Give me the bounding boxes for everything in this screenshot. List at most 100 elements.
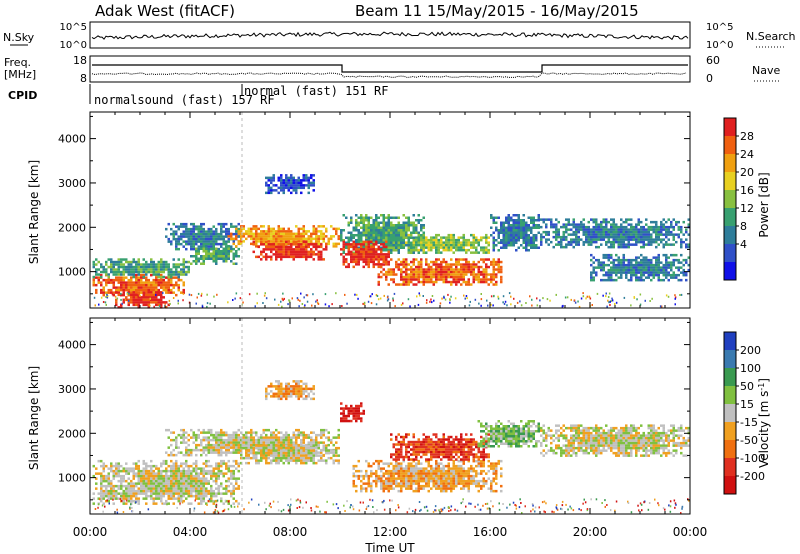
velocity-ytick-label-1: 2000 bbox=[58, 427, 86, 440]
beam-date-title: Beam 11 15/May/2015 - 16/May/2015 bbox=[355, 2, 639, 20]
power-band-11 bbox=[377, 258, 503, 286]
nave-trace bbox=[91, 72, 687, 78]
time-xtick-label-6: 00:00 bbox=[673, 525, 708, 539]
velocity-colorbar-swatch-2 bbox=[724, 368, 736, 387]
velocity-colorbar-swatch-0 bbox=[724, 332, 736, 351]
nsky-tick-top: 10^5 bbox=[60, 22, 87, 33]
power-band-6 bbox=[252, 240, 328, 261]
power-ytick-label-1: 2000 bbox=[58, 221, 86, 234]
velocity-panel: 1000 2000 3000 4000 00:00 04:00 08:00 12:00 16:… bbox=[27, 317, 772, 554]
velocity-colorbar-swatch-8 bbox=[724, 476, 736, 495]
nsearch-tick-bottom: 10^0 bbox=[706, 40, 733, 51]
velocity-ytick-label-0: 1000 bbox=[58, 472, 86, 485]
power-colorbar: 28 24 20 16 12 8 4 bbox=[723, 117, 754, 281]
velocity-colorbar-tick-6: -100 bbox=[740, 452, 765, 465]
power-colorbar-swatch-6 bbox=[724, 226, 736, 245]
power-ytick-label-0: 1000 bbox=[58, 266, 86, 279]
power-heatmap bbox=[92, 174, 690, 309]
velocity-colorbar-label: Velocity [m s-1] bbox=[757, 378, 772, 468]
power-panel: 1000 2000 3000 4000 Slant Range [km] 28 24 20… bbox=[27, 111, 771, 309]
velocity-band-7 bbox=[477, 420, 540, 448]
freq-tick-bottom: 8 bbox=[80, 72, 87, 85]
power-colorbar-tick-6: 4 bbox=[740, 238, 747, 251]
nsky-label: N.Sky bbox=[3, 31, 35, 44]
nsearch-label: N.Search bbox=[746, 30, 796, 43]
cpid-label: CPID bbox=[8, 89, 37, 102]
power-band-2 bbox=[115, 291, 170, 309]
power-colorbar-swatch-5 bbox=[724, 208, 736, 227]
time-xlabel: Time UT bbox=[364, 541, 415, 554]
freq-panel: Freq. [MHz] 18 8 60 0 Nave bbox=[4, 54, 780, 85]
velocity-band-5 bbox=[352, 459, 503, 493]
power-ylabel: Slant Range [km] bbox=[27, 160, 41, 264]
power-colorbar-swatch-2 bbox=[724, 154, 736, 173]
nave-label: Nave bbox=[752, 64, 780, 77]
freq-label-line1: Freq. bbox=[4, 56, 31, 69]
velocity-y-axis: 1000 2000 3000 4000 bbox=[58, 318, 691, 514]
nave-tick-top: 60 bbox=[706, 54, 720, 67]
cpid-mode-2: normal (fast) 151 RF bbox=[244, 84, 389, 98]
power-colorbar-swatch-1 bbox=[724, 136, 736, 155]
nsearch-tick-top: 10^5 bbox=[706, 22, 733, 33]
power-band-13 bbox=[540, 218, 690, 249]
time-xtick-label-1: 04:00 bbox=[173, 525, 208, 539]
power-colorbar-label: Power [dB] bbox=[757, 172, 771, 237]
velocity-colorbar-swatch-4 bbox=[724, 404, 736, 423]
velocity-colorbar-tick-0: 200 bbox=[740, 344, 761, 357]
velocity-band-6 bbox=[390, 433, 490, 461]
velocity-ytick-label-3: 4000 bbox=[58, 339, 86, 352]
velocity-band-2 bbox=[240, 444, 340, 465]
station-title: Adak West (fitACF) bbox=[95, 2, 235, 20]
velocity-ground-noise bbox=[94, 498, 690, 514]
velocity-colorbar-tick-3: 15 bbox=[740, 398, 754, 411]
power-colorbar-swatch-4 bbox=[724, 190, 736, 209]
nsky-tick-bottom: 10^0 bbox=[60, 40, 87, 51]
time-xtick-label-3: 12:00 bbox=[373, 525, 408, 539]
power-y-axis: 1000 2000 3000 4000 bbox=[58, 112, 691, 308]
time-xtick-label-0: 00:00 bbox=[73, 525, 108, 539]
velocity-colorbar-tick-4: -15 bbox=[740, 416, 758, 429]
freq-tick-top: 18 bbox=[73, 54, 87, 67]
velocity-band-0 bbox=[92, 459, 240, 505]
velocity-colorbar-swatch-5 bbox=[724, 422, 736, 441]
power-band-10 bbox=[402, 233, 490, 254]
freq-label-line2: [MHz] bbox=[4, 68, 36, 81]
time-xtick-label-2: 08:00 bbox=[273, 525, 308, 539]
power-ytick-label-3: 4000 bbox=[58, 133, 86, 146]
nave-tick-bottom: 0 bbox=[706, 72, 713, 85]
velocity-colorbar-tick-7: -200 bbox=[740, 470, 765, 483]
power-colorbar-tick-5: 8 bbox=[740, 220, 747, 233]
time-xtick-label-4: 16:00 bbox=[473, 525, 508, 539]
velocity-colorbar-tick-5: -50 bbox=[740, 434, 758, 447]
power-colorbar-tick-3: 16 bbox=[740, 184, 754, 197]
power-colorbar-swatch-3 bbox=[724, 172, 736, 191]
velocity-band-3 bbox=[265, 380, 315, 401]
power-ytick-label-2: 3000 bbox=[58, 177, 86, 190]
power-band-9 bbox=[340, 240, 390, 269]
velocity-ytick-label-2: 3000 bbox=[58, 383, 86, 396]
velocity-colorbar-swatch-3 bbox=[724, 386, 736, 405]
velocity-colorbar-swatch-6 bbox=[724, 440, 736, 459]
power-band-7 bbox=[265, 174, 315, 195]
power-colorbar-swatch-8 bbox=[724, 262, 736, 281]
power-band-12 bbox=[490, 214, 540, 252]
velocity-colorbar-tick-1: 100 bbox=[740, 362, 761, 375]
time-xtick-label-5: 20:00 bbox=[573, 525, 608, 539]
time-x-axis: 00:00 04:00 08:00 12:00 16:00 20:00 00:00 bbox=[73, 525, 708, 539]
nsky-trace bbox=[91, 31, 689, 41]
power-colorbar-tick-0: 28 bbox=[740, 130, 754, 143]
power-colorbar-tick-1: 24 bbox=[740, 148, 754, 161]
power-band-1 bbox=[92, 258, 190, 279]
power-colorbar-tick-2: 20 bbox=[740, 166, 754, 179]
power-band-8 bbox=[340, 214, 428, 254]
velocity-heatmap bbox=[92, 380, 690, 505]
power-ground-noise bbox=[93, 292, 683, 308]
velocity-band-4 bbox=[340, 402, 365, 423]
nsky-panel: N.Sky 10^5 10^0 10^5 10^0 N.Search bbox=[3, 21, 796, 51]
power-band-4 bbox=[190, 245, 240, 265]
power-colorbar-swatch-0 bbox=[724, 118, 736, 137]
velocity-band-8 bbox=[540, 424, 690, 457]
cpid-mode-1: normalsound (fast) 157 RF bbox=[94, 93, 275, 107]
power-colorbar-swatch-7 bbox=[724, 244, 736, 263]
